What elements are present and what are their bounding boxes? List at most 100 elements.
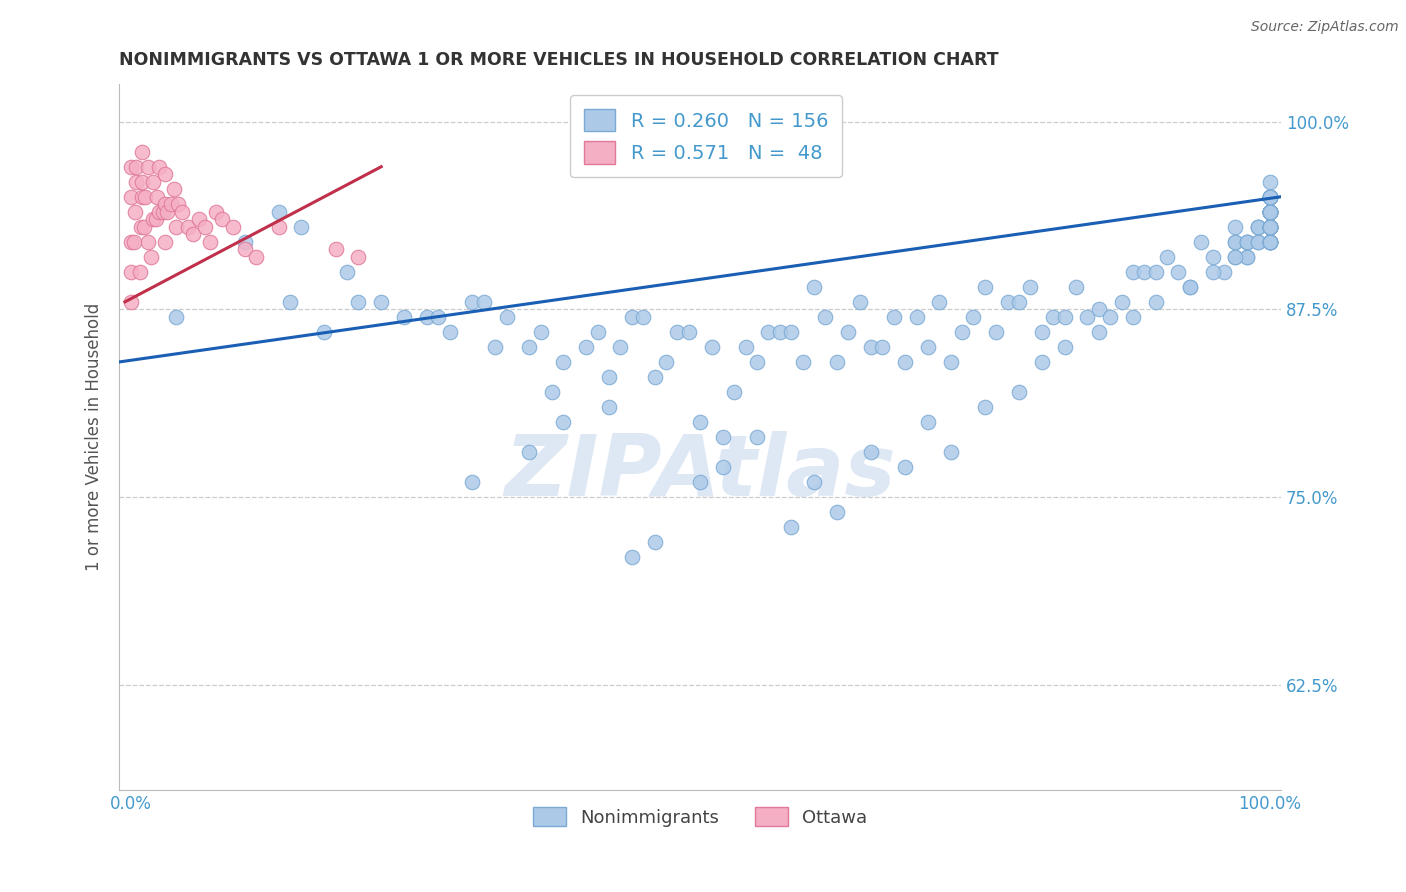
Point bbox=[1213, 265, 1236, 279]
Point bbox=[1178, 280, 1201, 294]
Point bbox=[205, 204, 228, 219]
Point bbox=[1236, 235, 1258, 249]
Point bbox=[620, 550, 643, 565]
Point bbox=[1258, 204, 1281, 219]
Point bbox=[1258, 219, 1281, 234]
Point bbox=[370, 294, 392, 309]
Text: ZIPAtlas: ZIPAtlas bbox=[505, 431, 896, 514]
Point bbox=[689, 415, 711, 429]
Point bbox=[1019, 280, 1042, 294]
Point bbox=[517, 340, 540, 354]
Point bbox=[336, 265, 359, 279]
Point bbox=[1258, 190, 1281, 204]
Point bbox=[825, 505, 848, 519]
Point bbox=[141, 250, 163, 264]
Point bbox=[1258, 190, 1281, 204]
Point bbox=[1258, 204, 1281, 219]
Point bbox=[153, 235, 176, 249]
Point bbox=[222, 219, 245, 234]
Point bbox=[1258, 219, 1281, 234]
Point bbox=[631, 310, 654, 324]
Point bbox=[894, 460, 917, 475]
Point bbox=[125, 160, 148, 174]
Point bbox=[723, 384, 745, 399]
Legend: Nonimmigrants, Ottawa: Nonimmigrants, Ottawa bbox=[526, 799, 875, 834]
Point bbox=[825, 355, 848, 369]
Point bbox=[439, 325, 461, 339]
Point bbox=[1258, 204, 1281, 219]
Point bbox=[163, 182, 186, 196]
Point bbox=[1247, 235, 1270, 249]
Point bbox=[1258, 175, 1281, 189]
Point bbox=[609, 340, 631, 354]
Point bbox=[758, 325, 780, 339]
Point bbox=[278, 294, 301, 309]
Point bbox=[128, 265, 150, 279]
Point bbox=[1053, 310, 1076, 324]
Point bbox=[129, 219, 152, 234]
Point bbox=[598, 400, 620, 414]
Point bbox=[973, 280, 995, 294]
Point bbox=[1225, 250, 1247, 264]
Point bbox=[1031, 355, 1053, 369]
Point bbox=[152, 204, 174, 219]
Point bbox=[1225, 250, 1247, 264]
Point bbox=[1225, 219, 1247, 234]
Point bbox=[461, 475, 484, 489]
Point bbox=[267, 219, 290, 234]
Point bbox=[1064, 280, 1087, 294]
Point bbox=[553, 415, 575, 429]
Point bbox=[1133, 265, 1156, 279]
Point bbox=[986, 325, 1008, 339]
Point bbox=[1258, 204, 1281, 219]
Point bbox=[644, 535, 666, 549]
Point bbox=[553, 355, 575, 369]
Point bbox=[131, 190, 153, 204]
Point bbox=[188, 212, 211, 227]
Point bbox=[416, 310, 439, 324]
Point bbox=[939, 355, 962, 369]
Point bbox=[153, 167, 176, 181]
Point bbox=[689, 475, 711, 489]
Point bbox=[1008, 384, 1031, 399]
Point bbox=[200, 235, 222, 249]
Point bbox=[734, 340, 756, 354]
Point bbox=[598, 370, 620, 384]
Point bbox=[233, 235, 256, 249]
Y-axis label: 1 or more Vehicles in Household: 1 or more Vehicles in Household bbox=[86, 303, 103, 571]
Text: Source: ZipAtlas.com: Source: ZipAtlas.com bbox=[1251, 20, 1399, 34]
Point bbox=[484, 340, 506, 354]
Point bbox=[928, 294, 950, 309]
Point bbox=[1178, 280, 1201, 294]
Point bbox=[792, 355, 814, 369]
Point bbox=[1031, 325, 1053, 339]
Point bbox=[136, 160, 159, 174]
Point bbox=[120, 294, 142, 309]
Point bbox=[1258, 190, 1281, 204]
Point bbox=[176, 219, 198, 234]
Point bbox=[541, 384, 564, 399]
Point bbox=[142, 175, 165, 189]
Point bbox=[655, 355, 678, 369]
Point bbox=[1258, 219, 1281, 234]
Point bbox=[1258, 235, 1281, 249]
Point bbox=[1258, 235, 1281, 249]
Point bbox=[1144, 265, 1167, 279]
Point bbox=[181, 227, 204, 242]
Point bbox=[803, 280, 825, 294]
Point bbox=[1258, 204, 1281, 219]
Point bbox=[1144, 294, 1167, 309]
Point bbox=[872, 340, 894, 354]
Point bbox=[427, 310, 450, 324]
Point bbox=[1201, 265, 1223, 279]
Point bbox=[745, 430, 768, 444]
Point bbox=[472, 294, 495, 309]
Point bbox=[120, 160, 142, 174]
Point bbox=[1087, 302, 1109, 317]
Point bbox=[153, 197, 176, 211]
Point bbox=[1258, 190, 1281, 204]
Point bbox=[1258, 235, 1281, 249]
Point bbox=[1258, 219, 1281, 234]
Point bbox=[167, 197, 190, 211]
Point bbox=[939, 445, 962, 459]
